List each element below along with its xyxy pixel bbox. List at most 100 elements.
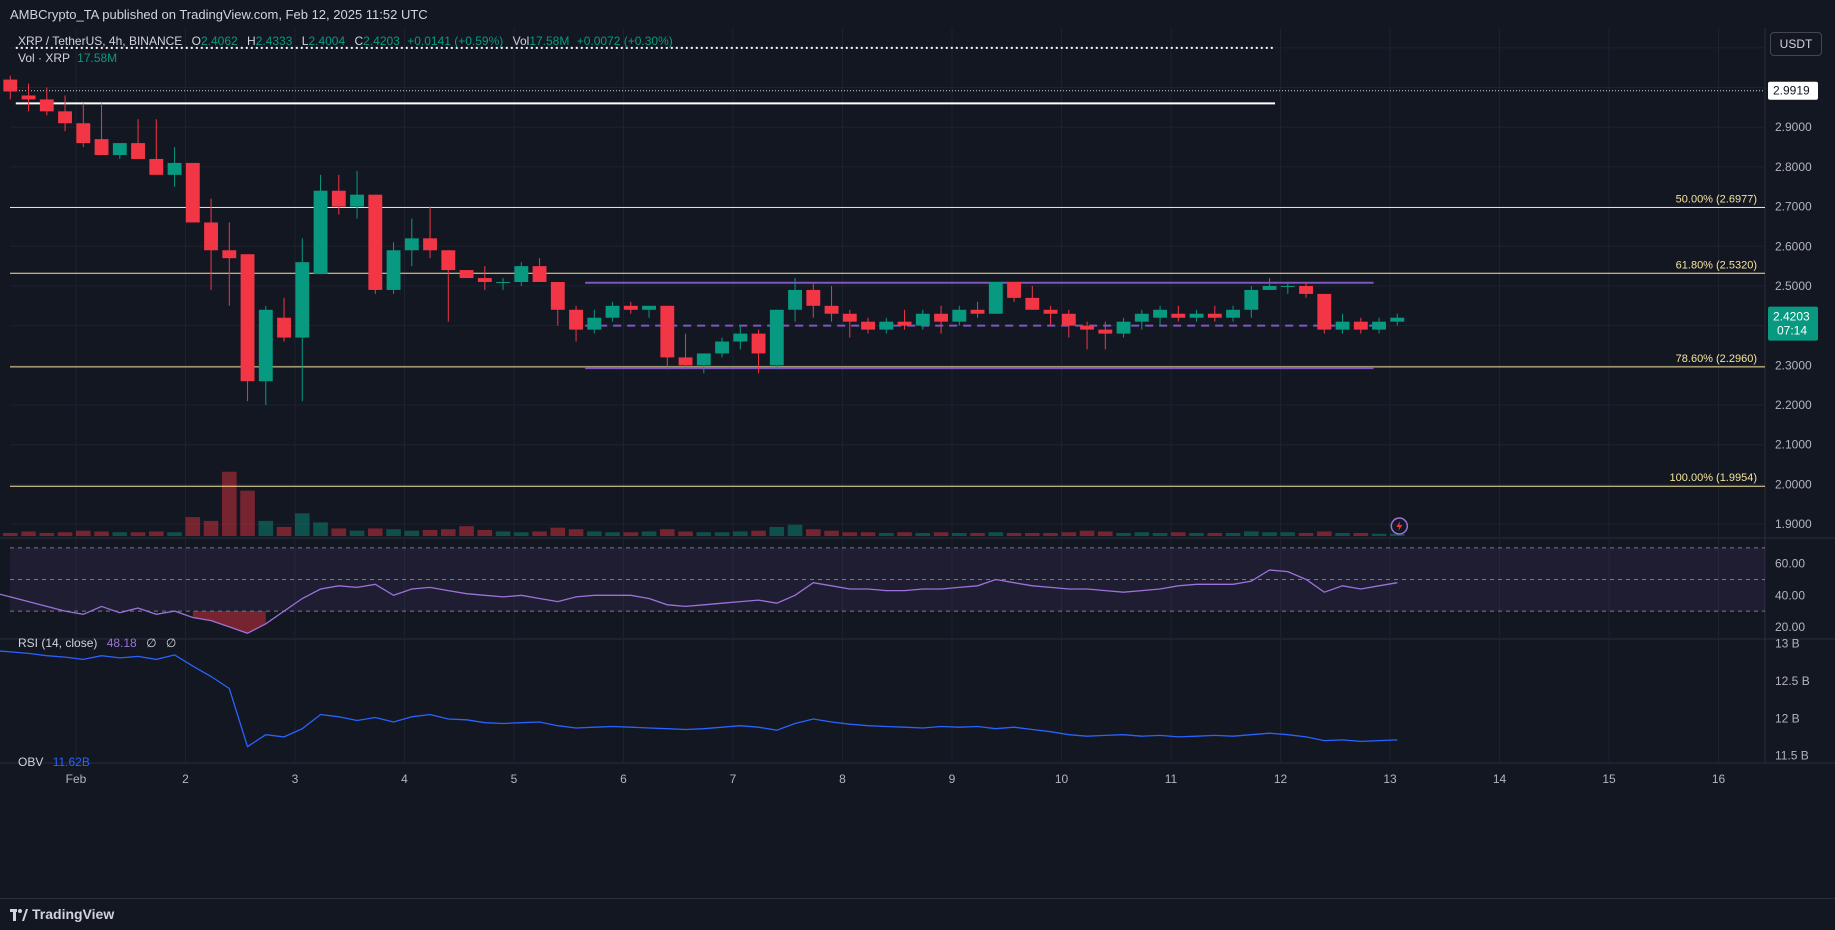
volume-bar	[1244, 531, 1259, 536]
chart-svg[interactable]: 3.10003.00002.90002.80002.70002.60002.50…	[0, 28, 1835, 898]
volume-bar	[769, 526, 785, 536]
volume-bar	[112, 532, 128, 536]
candle-body	[1061, 313, 1076, 326]
candle-body	[1280, 285, 1295, 287]
candle-body	[769, 309, 784, 366]
candle-body	[532, 266, 547, 282]
low-value: 2.4004	[308, 34, 346, 48]
bottom-bar: TradingView	[0, 898, 1835, 930]
volume-bar	[623, 532, 639, 536]
volume-bar	[477, 529, 493, 536]
candle-body	[1299, 285, 1313, 294]
candle-body	[806, 289, 821, 306]
alert-lightning-icon	[1390, 517, 1409, 535]
volume-bar	[751, 530, 766, 536]
volume-bar	[1207, 532, 1223, 536]
candle-body	[642, 305, 656, 310]
volume-bar	[787, 524, 803, 536]
volume-bar	[404, 530, 420, 536]
candle-body	[897, 321, 912, 326]
volume-bar	[1353, 532, 1369, 536]
time-tick-label: 16	[1712, 772, 1726, 786]
candle-body	[1189, 313, 1204, 318]
tradingview-logo[interactable]: TradingView	[10, 906, 114, 922]
candle-body	[1353, 321, 1368, 330]
candle-body	[1116, 321, 1131, 334]
candle-body	[1335, 321, 1350, 330]
volume-bar	[1098, 531, 1113, 536]
candle-body	[1043, 309, 1058, 314]
price-tick-label: 2.8000	[1775, 160, 1812, 174]
volume-bar	[203, 520, 219, 536]
candle-body	[131, 143, 145, 159]
volume-bar	[1335, 532, 1350, 536]
volume-bar	[860, 532, 876, 536]
chart-area[interactable]: 3.10003.00002.90002.80002.70002.60002.50…	[0, 28, 1835, 898]
volume-bar	[660, 529, 675, 536]
candle-body	[386, 250, 401, 290]
candle-body	[477, 278, 492, 282]
candle-body	[368, 194, 383, 290]
volume-bar	[76, 530, 91, 536]
volume-bar	[222, 471, 237, 536]
open-value: 2.4062	[200, 34, 238, 48]
price-tick-label: 2.1000	[1775, 438, 1812, 452]
candle-body	[39, 99, 54, 112]
obv-legend: OBV 11.62B	[18, 755, 90, 769]
candle-body	[751, 333, 766, 354]
rsi-oversold-fill	[192, 611, 266, 634]
candle-body	[733, 333, 748, 342]
volume-bar	[1189, 532, 1204, 536]
candle-body	[459, 270, 474, 279]
time-tick-label: 14	[1493, 772, 1507, 786]
fib-level-label: 61.80% (2.5320)	[1676, 259, 1757, 271]
candle-body	[240, 254, 255, 382]
candle-body	[1390, 317, 1405, 322]
last-price-label: 2.4203	[1773, 310, 1810, 324]
candle-body	[1226, 309, 1240, 318]
time-tick-label: 12	[1274, 772, 1288, 786]
volume-bar	[970, 532, 985, 536]
symbol-label: XRP / TetherUS, 4h, BINANCE	[18, 34, 183, 48]
countdown-label: 07:14	[1777, 324, 1807, 338]
price-legend: XRP / TetherUS, 4h, BINANCE O2.4062 H2.4…	[18, 34, 673, 48]
candle-body	[1171, 313, 1186, 318]
candle-body	[1025, 297, 1040, 310]
volume-bar	[1134, 532, 1150, 536]
volume-bar	[842, 532, 858, 536]
time-tick-label: 3	[292, 772, 299, 786]
price-tick-label: 2.9000	[1775, 120, 1812, 134]
volume-bar	[1225, 532, 1241, 536]
candle-body	[258, 309, 273, 382]
rsi-band-fill	[10, 547, 1765, 612]
candle-body	[569, 309, 583, 330]
rsi-tick-label: 40.00	[1775, 588, 1805, 602]
candle-body	[3, 79, 18, 92]
time-tick-label: 11	[1165, 772, 1178, 786]
candle-body	[112, 143, 127, 155]
volume-bar	[495, 531, 511, 536]
candle-body	[788, 289, 802, 310]
candle-body	[1317, 293, 1332, 330]
publisher-line: AMBCrypto_TA published on TradingView.co…	[10, 7, 428, 22]
candle-body	[1007, 282, 1021, 298]
volume-bar	[733, 531, 748, 536]
volume-bar	[459, 526, 474, 536]
price-tick-label: 2.6000	[1775, 239, 1812, 253]
volume-bar	[678, 531, 693, 536]
candle-body	[185, 162, 200, 223]
price-tick-label: 1.9000	[1775, 517, 1812, 531]
candle-body	[204, 222, 218, 251]
volume-bar	[276, 526, 292, 536]
volume-bar	[1262, 532, 1277, 536]
currency-button[interactable]: USDT	[1770, 32, 1822, 56]
volume-bar	[514, 532, 529, 536]
volume-bar	[130, 532, 146, 536]
volume-bar	[331, 528, 347, 536]
volume-bar	[258, 520, 274, 536]
obv-value: 11.62B	[52, 755, 90, 769]
volume-bar	[605, 532, 620, 536]
lightning-glyph	[1396, 521, 1403, 531]
volume-bar	[1390, 533, 1405, 536]
price-tag-box	[1768, 81, 1818, 100]
